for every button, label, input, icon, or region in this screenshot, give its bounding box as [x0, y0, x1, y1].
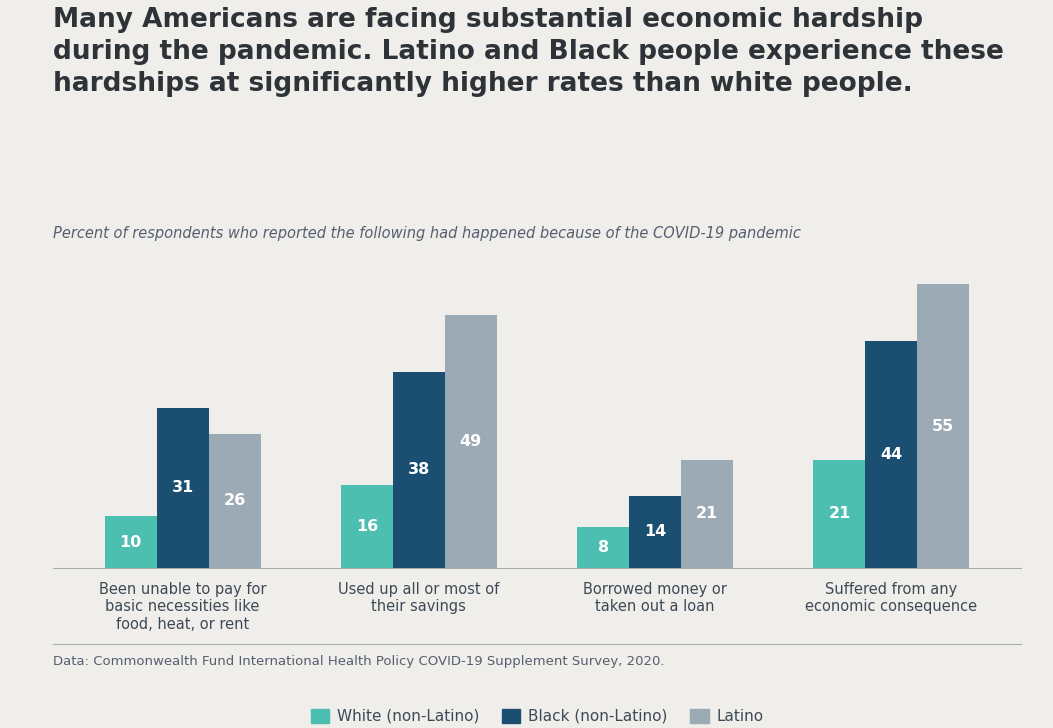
Text: 44: 44 — [880, 447, 902, 462]
Text: 55: 55 — [932, 419, 955, 434]
Text: Many Americans are facing substantial economic hardship
during the pandemic. Lat: Many Americans are facing substantial ec… — [53, 7, 1004, 98]
Bar — [393, 372, 444, 568]
Text: 26: 26 — [223, 494, 245, 508]
Bar — [917, 285, 970, 568]
Bar — [577, 526, 630, 568]
Bar — [208, 434, 260, 568]
Legend: White (non-Latino), Black (non-Latino), Latino: White (non-Latino), Black (non-Latino), … — [304, 703, 770, 728]
Bar — [444, 315, 497, 568]
Bar — [814, 459, 866, 568]
Text: Data: Commonwealth Fund International Health Policy COVID-19 Supplement Survey, : Data: Commonwealth Fund International He… — [53, 655, 664, 668]
Text: 14: 14 — [644, 524, 667, 539]
Bar — [630, 496, 681, 568]
Text: 10: 10 — [119, 534, 142, 550]
Bar — [681, 459, 733, 568]
Text: 38: 38 — [408, 462, 430, 478]
Bar — [341, 486, 393, 568]
Bar — [157, 408, 208, 568]
Text: 21: 21 — [829, 506, 851, 521]
Text: 49: 49 — [460, 434, 482, 449]
Text: 31: 31 — [172, 480, 194, 496]
Text: 16: 16 — [356, 519, 378, 534]
Text: 21: 21 — [696, 506, 718, 521]
Text: 8: 8 — [598, 539, 609, 555]
Bar — [866, 341, 917, 568]
Text: Percent of respondents who reported the following had happened because of the CO: Percent of respondents who reported the … — [53, 226, 800, 241]
Bar — [104, 516, 157, 568]
